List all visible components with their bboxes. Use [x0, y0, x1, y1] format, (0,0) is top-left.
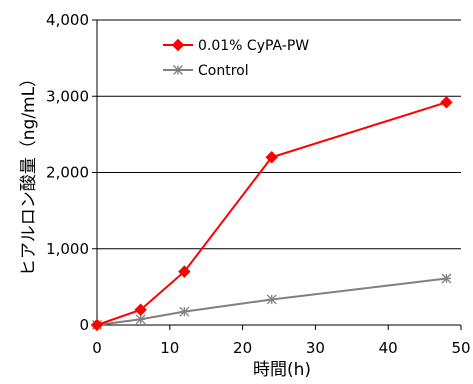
data-point-control [266, 294, 277, 305]
legend-swatch-marker [173, 65, 183, 75]
data-point-0-01-cypa-pw [178, 265, 191, 278]
legend-swatch-marker [171, 38, 185, 52]
data-series [90, 96, 453, 332]
x-tick-label: 20 [233, 339, 252, 357]
y-tick-label: 2,000 [46, 164, 89, 182]
data-point-control [179, 306, 190, 317]
series-line-0-01-cypa-pw [96, 101, 447, 326]
legend-item-control: Control [163, 63, 249, 79]
legend-label: Control [198, 63, 249, 79]
x-tick-label: 30 [306, 339, 325, 357]
legend: 0.01% CyPA-PW Control [163, 38, 309, 79]
x-tick-label: 0 [92, 339, 102, 357]
data-point-control [135, 314, 146, 325]
x-axis-title: 時間(h) [253, 360, 311, 379]
data-point-0-01-cypa-pw [134, 303, 147, 316]
y-tick-label: 3,000 [46, 87, 89, 105]
axes [92, 19, 462, 330]
y-tick-label: 0 [79, 316, 89, 334]
series-control [92, 273, 452, 330]
data-point-0-01-cypa-pw [90, 318, 104, 332]
legend-item-0-01-cypa-pw: 0.01% CyPA-PW [163, 38, 309, 54]
y-axis-title: ヒアルロン酸量（ng/mL） [19, 70, 39, 276]
data-point-0-01-cypa-pw [265, 151, 278, 164]
data-point-0-01-cypa-pw [440, 96, 453, 109]
tick-labels: 0 1,000 2,000 3,000 4,000 0 10 20 30 40 50 [46, 11, 471, 357]
legend-label: 0.01% CyPA-PW [198, 38, 309, 54]
series-0-01-cypa-pw [90, 96, 453, 332]
y-tick-label: 1,000 [46, 240, 89, 258]
x-tick-label: 40 [379, 339, 398, 357]
gridlines [97, 19, 461, 250]
x-tick-label: 50 [451, 339, 470, 357]
data-point-control [441, 273, 452, 284]
x-tick-label: 10 [160, 339, 179, 357]
y-tick-label: 4,000 [46, 11, 89, 29]
